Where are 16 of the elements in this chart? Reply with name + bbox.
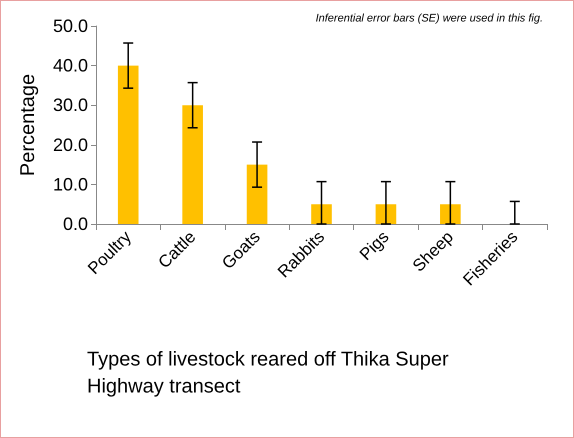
bar <box>118 66 139 224</box>
y-tick-label: 20.0 <box>52 134 88 155</box>
bar <box>182 105 203 224</box>
bar <box>376 204 396 224</box>
bar <box>440 204 461 224</box>
bar <box>311 204 332 224</box>
y-axis-title: Percentage <box>17 74 39 176</box>
x-axis-title: Types of livestock reared off Thika Super Highway transect <box>87 348 454 398</box>
y-tick-label: 40.0 <box>52 56 88 76</box>
y-tick-label: 50.0 <box>52 16 88 36</box>
x-tick-label: Pigs <box>356 227 393 264</box>
text: Inferential error bars (SE) were used in this fig. <box>316 12 544 24</box>
y-tick-label: 0.0 <box>62 214 88 234</box>
y-tick-label: 10.0 <box>52 174 88 194</box>
bar <box>246 164 268 224</box>
y-tick-label: 30.0 <box>52 95 88 116</box>
